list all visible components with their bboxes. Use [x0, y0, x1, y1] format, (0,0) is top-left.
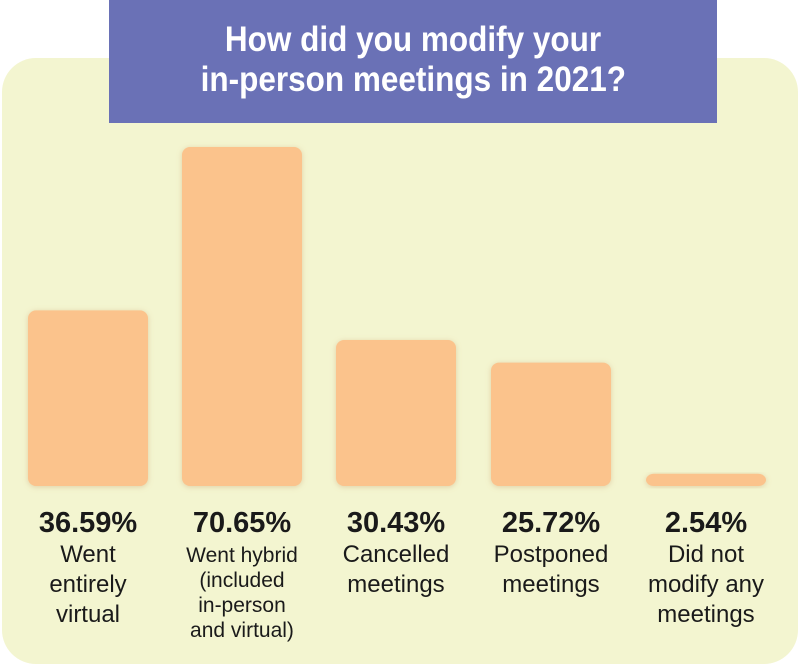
category-label-5-line-2: modify any: [648, 571, 764, 598]
category-label-4-line-2: meetings: [502, 571, 599, 598]
category-label-5-line-1: Did not: [668, 541, 744, 568]
bar-5: [646, 473, 766, 486]
category-label-2: Went hybrid (included in-person and virtual…: [186, 544, 298, 642]
category-label-1-line-2: entirely: [49, 571, 126, 598]
category-label-5-line-3: meetings: [657, 601, 754, 628]
value-label-4: 25.72%: [502, 507, 601, 539]
bar-1: [28, 310, 148, 486]
category-label-2-line-4: and virtual): [190, 619, 294, 642]
category-label-3-line-2: meetings: [347, 571, 444, 598]
bar-2: [182, 147, 302, 486]
category-label-2-line-1: Went hybrid: [186, 544, 298, 567]
category-label-2-line-3: in-person: [198, 594, 286, 617]
value-label-3: 30.43%: [347, 507, 446, 539]
category-label-3-line-1: Cancelled: [343, 541, 450, 568]
bar-4: [491, 362, 611, 486]
chart-title-line-2: in-person meetings in 2021?: [200, 59, 626, 99]
category-label-1-line-1: Went: [60, 541, 116, 568]
value-label-5: 2.54%: [665, 507, 747, 539]
chart-title-line-1: How did you modify your: [224, 19, 602, 59]
category-label-1-line-3: virtual: [56, 601, 120, 628]
category-label-1: Went entirely virtual: [49, 541, 126, 628]
value-label-2: 70.65%: [193, 507, 292, 539]
bar-3: [336, 339, 456, 486]
category-label-5: Did not modify any meetings: [648, 541, 764, 628]
category-label-4: Postponed meetings: [494, 541, 609, 598]
value-label-1: 36.59%: [39, 507, 138, 539]
category-label-3: Cancelled meetings: [343, 541, 450, 598]
chart-title-box: How did you modify your in-person meetin…: [109, 0, 717, 123]
category-label-2-line-2: (included: [199, 569, 284, 592]
category-label-4-line-1: Postponed: [494, 541, 609, 568]
